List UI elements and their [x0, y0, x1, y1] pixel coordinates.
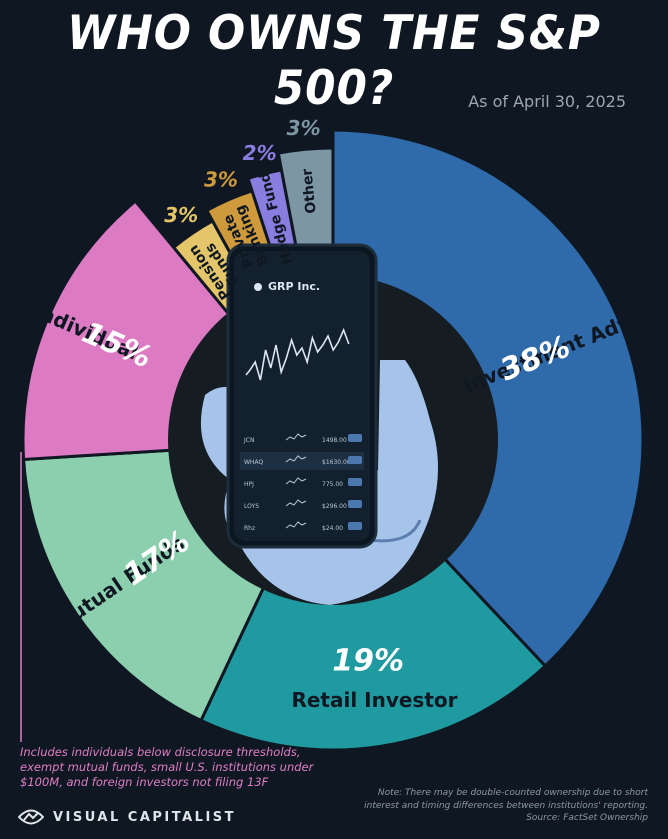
- phone-ticker-symbol: Rhz: [244, 525, 255, 532]
- visual-capitalist-logo-icon: [18, 809, 44, 825]
- slice-label-retail-investor: Retail Investor: [291, 688, 457, 712]
- phone-ticker-symbol: JCN: [243, 437, 254, 444]
- phone-ticker-badge: [348, 478, 362, 486]
- phone-ticker-badge: [348, 522, 362, 530]
- slice-percent-pension-funds: 3%: [164, 203, 198, 227]
- page-subtitle: As of April 30, 2025: [468, 92, 626, 111]
- brand-name: VISUAL CAPITALIST: [53, 809, 237, 825]
- phone-ticker-sparkline: [285, 455, 307, 463]
- phone-app-logo-icon: [254, 283, 262, 291]
- phone-price-line: [245, 327, 350, 381]
- phone-ticker-price: 1498.00: [322, 437, 347, 444]
- note-line-1: Note: There may be double-counted owners…: [377, 788, 648, 798]
- phone-illustration: GRP Inc. JCN 1498.00 WHAQ $1630.00 HPJ 775.00 L…: [200, 243, 438, 605]
- phone-ticker-badge: [348, 500, 362, 508]
- source-text: Source: FactSet Ownership: [526, 813, 648, 823]
- phone-ticker-price: $296.00: [322, 503, 347, 510]
- phone-ticker-sparkline: [285, 477, 307, 485]
- slice-percent-hedge-funds: 2%: [243, 141, 277, 165]
- phone-screen: [234, 251, 370, 541]
- phone-ticker-price: 775.00: [322, 481, 343, 488]
- slice-percent-other: 3%: [287, 116, 321, 140]
- phone-ticker-badge: [348, 434, 362, 442]
- brand-logo: VISUAL CAPITALIST: [18, 808, 236, 826]
- slice-percent-private-banking: 3%: [204, 168, 238, 192]
- slice-percent-retail-investor: 19%: [332, 644, 404, 679]
- phone-ticker-symbol: LOYS: [244, 503, 259, 510]
- phone-company-name: GRP Inc.: [268, 280, 320, 293]
- footnote-text: Includes individuals below disclosure th…: [20, 745, 314, 789]
- phone-ticker-symbol: HPJ: [244, 481, 254, 488]
- note-line-2: interest and timing differences between …: [364, 800, 648, 811]
- phone-ticker-price: $24.00: [322, 525, 343, 532]
- phone-ticker-sparkline: [285, 433, 307, 441]
- phone-ticker-badge: [348, 456, 362, 464]
- phone-ticker-symbol: WHAQ: [244, 459, 263, 466]
- phone-ticker-sparkline: [285, 521, 307, 529]
- phone-ticker-sparkline: [285, 499, 307, 507]
- page-title: WHO OWNS THE S&P 500?: [67, 6, 601, 116]
- phone-ticker-row: [240, 452, 364, 470]
- phone-ticker-price: $1630.00: [322, 459, 351, 466]
- note-text: Note: There may be double-counted owners…: [348, 787, 648, 825]
- slice-label-other: Other: [299, 168, 319, 214]
